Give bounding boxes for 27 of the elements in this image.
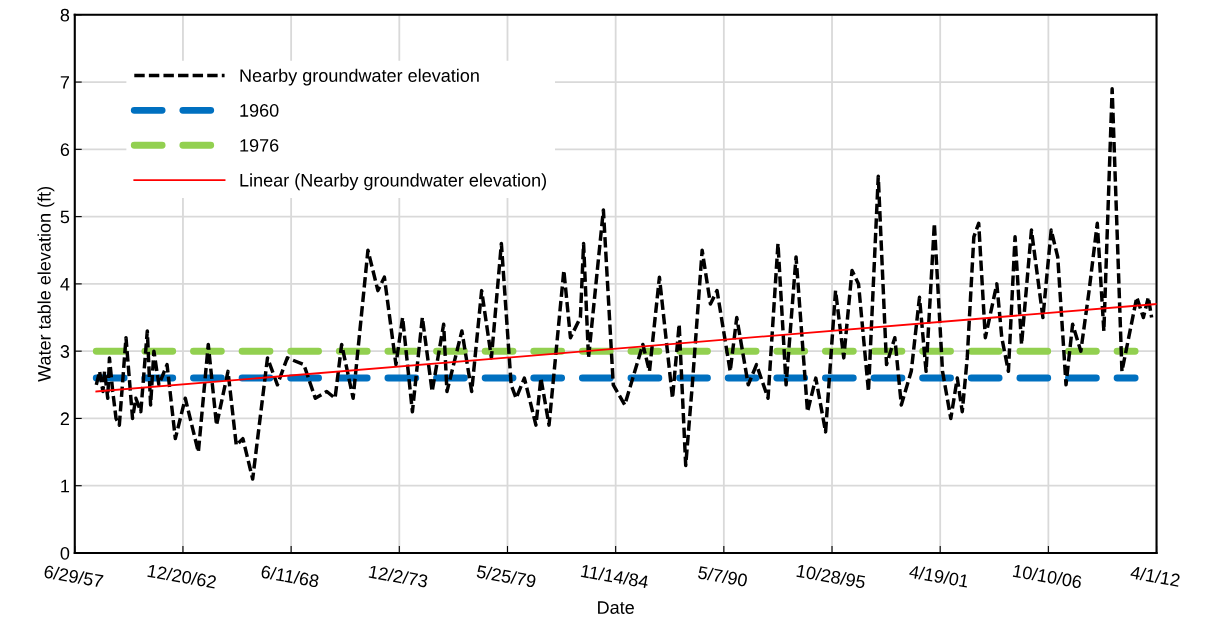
x-tick-label: 10/10/06: [1012, 563, 1083, 589]
y-tick-label: 6: [60, 143, 70, 157]
y-tick-label: 1: [61, 479, 70, 493]
legend-label: Nearby groundwater elevation: [240, 68, 479, 86]
y-tick-label: 5: [60, 210, 70, 224]
legend-label: Linear (Nearby groundwater elevation): [240, 173, 547, 191]
y-tick-label: 8: [60, 8, 70, 22]
y-tick-label: 0: [60, 546, 70, 560]
x-tick-label: 12/2/73: [368, 564, 429, 588]
y-tick-label: 7: [60, 76, 70, 89]
legend-label: 1976: [240, 138, 279, 152]
x-tick-label: 6/11/68: [260, 564, 320, 588]
x-axis-title: Date: [598, 601, 634, 614]
x-tick-label: 10/28/95: [796, 563, 866, 589]
y-tick-label: 3: [60, 345, 70, 358]
y-tick-label: 4: [60, 278, 70, 291]
y-axis-title: Water table elevation (ft): [37, 186, 55, 382]
x-tick-label: 12/20/62: [147, 563, 217, 589]
x-tick-label: 6/29/57: [43, 564, 104, 588]
x-tick-label: 4/19/01: [908, 564, 969, 588]
line-series: [94, 87, 1154, 481]
x-tick-label: 5/25/79: [476, 564, 537, 588]
legend-label: 1960: [240, 104, 279, 117]
x-tick-label: 5/7/90: [697, 565, 748, 587]
x-tick-label: 4/1/12: [1129, 565, 1181, 587]
y-tick-label: 2: [60, 412, 70, 425]
x-tick-label: 11/14/84: [580, 563, 650, 589]
